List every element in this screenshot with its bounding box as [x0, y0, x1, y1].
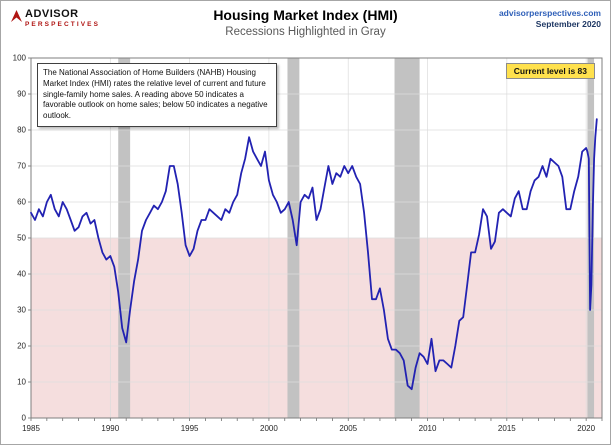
y-tick-label: 20 — [17, 342, 26, 351]
below-50-zone — [31, 238, 602, 418]
chart-title: Housing Market Index (HMI) — [213, 7, 398, 23]
logo-advisor-text: ADVISOR — [25, 8, 79, 20]
advisor-perspectives-logo: ADVISOR PERSPECTIVES — [11, 8, 101, 28]
y-tick-label: 90 — [17, 90, 26, 99]
report-date: September 2020 — [535, 19, 601, 30]
y-tick-label: 0 — [22, 414, 27, 423]
logo-triangle-icon — [11, 10, 22, 22]
y-tick-label: 80 — [17, 126, 26, 135]
x-tick-label: 2020 — [577, 424, 595, 433]
hmi-series-line — [30, 118, 598, 391]
x-tick-label: 2000 — [260, 424, 278, 433]
x-tick-label: 1995 — [181, 424, 199, 433]
y-tick-label: 40 — [17, 270, 26, 279]
y-tick-label: 60 — [17, 198, 26, 207]
y-tick-label: 30 — [17, 306, 26, 315]
annotation-box: The National Association of Home Builder… — [37, 63, 277, 127]
y-tick-label: 10 — [17, 378, 26, 387]
x-tick-label: 1985 — [22, 424, 40, 433]
logo-perspectives-text: PERSPECTIVES — [25, 20, 101, 28]
chart-subtitle: Recessions Highlighted in Gray — [225, 26, 386, 38]
current-level-badge: Current level is 83 — [505, 63, 595, 79]
header: ADVISOR PERSPECTIVES Housing Market Inde… — [1, 1, 610, 53]
source-block: advisorperspectives.com September 2020 — [499, 8, 601, 30]
y-tick-label: 100 — [13, 54, 27, 63]
x-tick-label: 2015 — [498, 424, 516, 433]
x-tick-label: 1990 — [101, 424, 119, 433]
y-tick-label: 70 — [17, 162, 26, 171]
x-tick-label: 2010 — [419, 424, 437, 433]
plot-frame — [30, 57, 603, 419]
title-block: Housing Market Index (HMI) Recessions Hi… — [1, 7, 610, 38]
y-tick-label: 50 — [17, 234, 26, 243]
site-link[interactable]: advisorperspectives.com — [498, 8, 601, 18]
x-tick-label: 2005 — [339, 424, 357, 433]
